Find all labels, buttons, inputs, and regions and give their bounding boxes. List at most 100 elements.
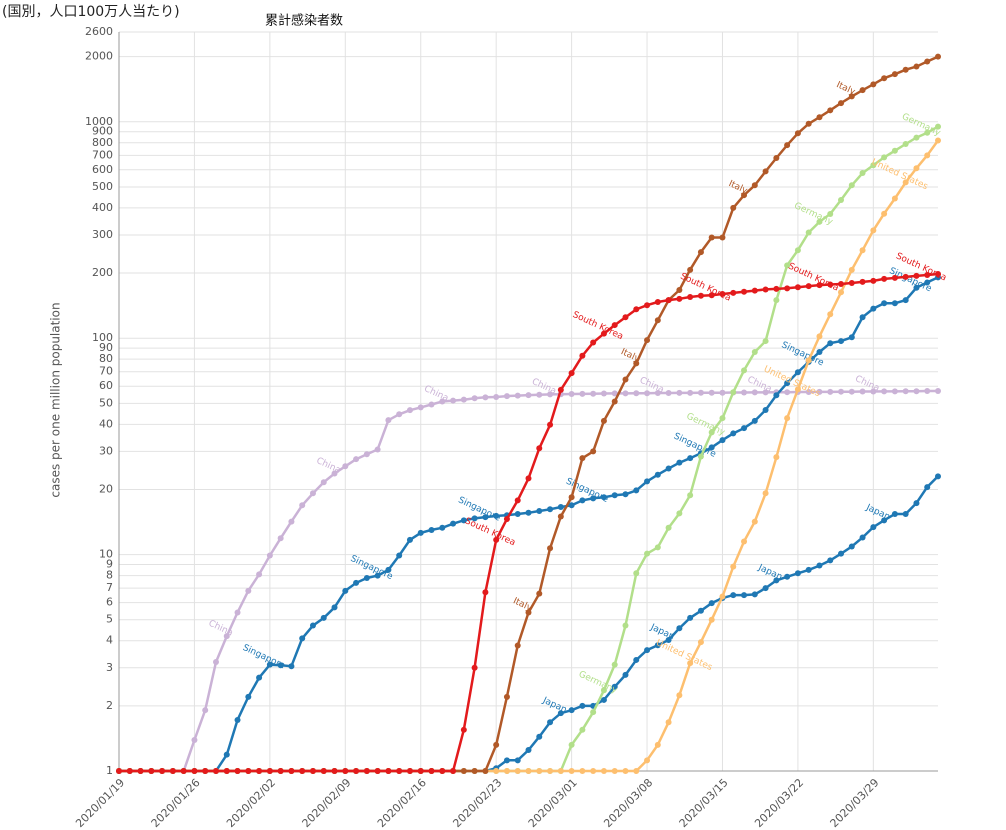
point <box>536 768 543 774</box>
point <box>600 768 607 774</box>
point <box>741 425 748 432</box>
point <box>234 768 241 774</box>
point <box>536 733 543 740</box>
point <box>913 500 920 507</box>
point <box>417 529 424 536</box>
point <box>924 152 931 159</box>
point <box>848 334 855 341</box>
point <box>622 671 629 678</box>
y-tick-label: 900 <box>92 125 113 138</box>
y-tick-label: 1 <box>106 764 113 777</box>
point <box>902 297 909 304</box>
point <box>913 165 920 172</box>
point <box>719 415 726 422</box>
point <box>568 707 575 714</box>
point <box>924 388 931 395</box>
point <box>460 768 467 774</box>
point <box>935 53 941 60</box>
point <box>773 577 780 584</box>
point <box>751 389 758 396</box>
point <box>471 395 478 402</box>
point <box>590 495 597 502</box>
point <box>536 508 543 515</box>
point <box>277 662 284 669</box>
point <box>525 475 532 482</box>
point <box>374 768 381 774</box>
point <box>450 397 457 404</box>
point <box>579 497 586 504</box>
point <box>816 282 823 289</box>
point <box>665 297 672 304</box>
point <box>924 484 931 491</box>
point <box>708 389 715 396</box>
point <box>794 386 801 393</box>
point <box>622 491 629 498</box>
point <box>784 415 791 422</box>
point <box>870 388 877 395</box>
y-axis-label: cases per one million population <box>49 302 63 497</box>
subtitle: (国別，人口100万人当たり) <box>2 4 180 20</box>
point <box>223 633 230 640</box>
point <box>223 768 230 774</box>
point <box>870 81 877 88</box>
point <box>579 702 586 709</box>
point <box>600 417 607 424</box>
series-label: China <box>315 456 343 476</box>
point <box>600 330 607 337</box>
point <box>762 585 769 592</box>
point <box>794 369 801 376</box>
point <box>514 392 521 399</box>
point <box>611 322 618 329</box>
point <box>644 647 651 654</box>
point <box>277 535 284 542</box>
point <box>751 417 758 424</box>
point <box>256 674 263 681</box>
point <box>859 247 866 254</box>
point <box>439 768 446 774</box>
point <box>891 195 898 202</box>
point <box>579 390 586 397</box>
point <box>784 142 791 149</box>
point <box>482 514 489 521</box>
point <box>784 573 791 580</box>
point <box>568 494 575 501</box>
point <box>525 392 532 399</box>
y-tick-label: 800 <box>92 136 113 149</box>
point <box>169 768 176 774</box>
point <box>859 278 866 285</box>
point <box>676 625 683 632</box>
point <box>697 292 704 299</box>
point <box>665 390 672 397</box>
point <box>762 168 769 175</box>
point <box>687 492 694 499</box>
point <box>288 768 295 774</box>
point <box>288 518 295 525</box>
point <box>902 140 909 147</box>
point <box>557 513 564 520</box>
point <box>827 388 834 395</box>
point <box>913 272 920 279</box>
point <box>406 768 413 774</box>
point <box>913 63 920 70</box>
point <box>881 517 888 524</box>
point <box>838 550 845 557</box>
point <box>665 465 672 472</box>
point <box>697 249 704 256</box>
point <box>816 333 823 340</box>
point <box>708 292 715 299</box>
point <box>794 130 801 137</box>
point <box>180 768 187 774</box>
point <box>870 227 877 234</box>
series-label: Japan <box>864 503 892 523</box>
point <box>697 453 704 460</box>
point <box>633 570 640 577</box>
point <box>503 393 510 400</box>
point <box>363 768 370 774</box>
point <box>482 589 489 596</box>
point <box>299 768 306 774</box>
point <box>503 693 510 700</box>
point <box>514 768 521 774</box>
point <box>600 390 607 397</box>
y-tick-label: 200 <box>92 266 113 279</box>
point <box>730 430 737 437</box>
